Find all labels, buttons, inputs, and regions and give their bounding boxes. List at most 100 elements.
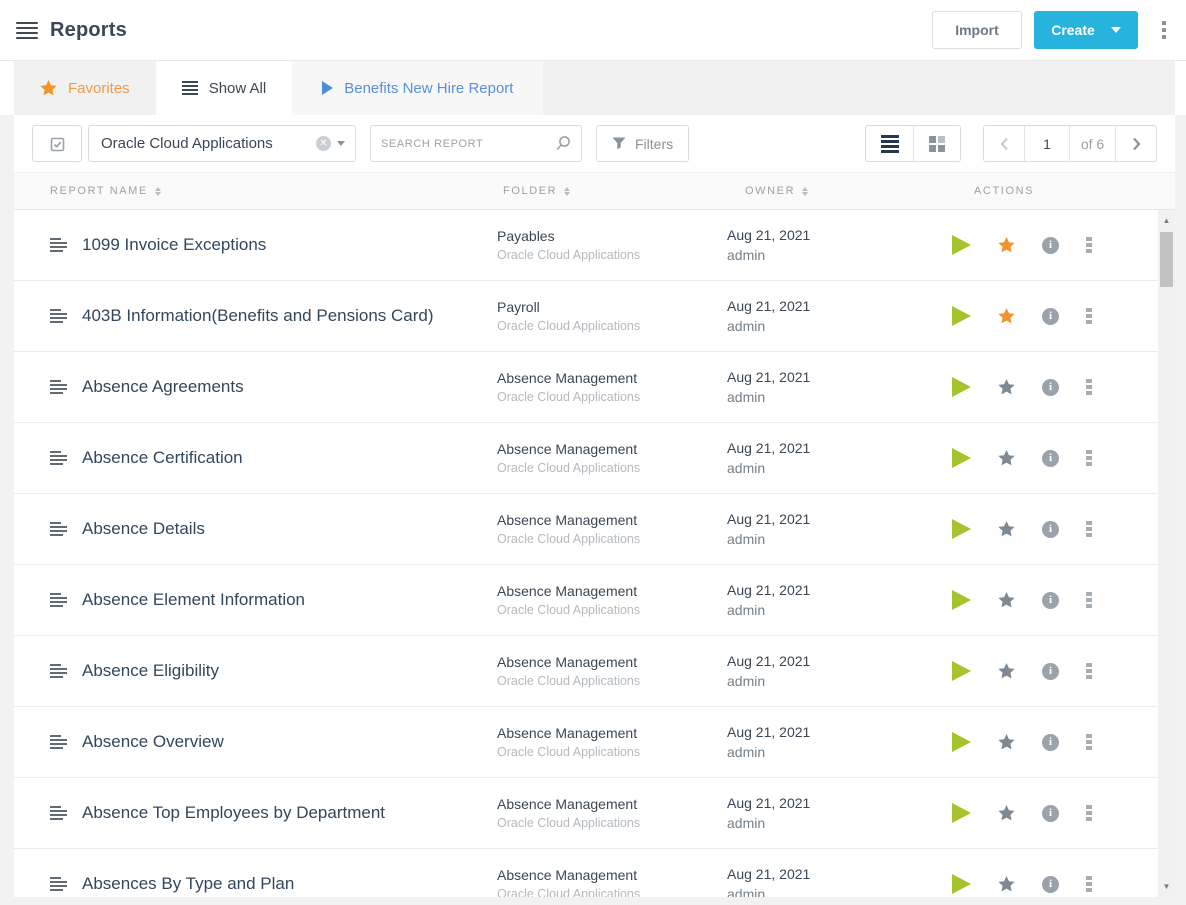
row-overflow-menu-icon[interactable] xyxy=(1086,734,1092,750)
report-name-link[interactable]: Absence Details xyxy=(82,519,205,539)
sort-icon xyxy=(155,187,161,196)
run-report-button[interactable] xyxy=(952,306,971,326)
run-report-button[interactable] xyxy=(952,803,971,823)
row-overflow-menu-icon[interactable] xyxy=(1086,237,1092,253)
favorite-star-icon[interactable] xyxy=(998,734,1015,750)
play-icon xyxy=(952,448,971,468)
row-overflow-menu-icon[interactable] xyxy=(1086,876,1092,892)
info-button[interactable]: i xyxy=(1042,237,1059,254)
report-name-link[interactable]: 1099 Invoice Exceptions xyxy=(82,235,266,255)
scrollbar-thumb[interactable] xyxy=(1160,232,1173,287)
row-overflow-menu-icon[interactable] xyxy=(1086,450,1092,466)
folder-parent: Oracle Cloud Applications xyxy=(497,248,727,262)
column-header-report-name[interactable]: REPORT NAME xyxy=(50,185,497,197)
info-button[interactable]: i xyxy=(1042,805,1059,822)
play-icon xyxy=(952,519,971,539)
info-button[interactable]: i xyxy=(1042,450,1059,467)
row-overflow-menu-icon[interactable] xyxy=(1086,663,1092,679)
scrollbar[interactable]: ▲ ▼ xyxy=(1158,210,1175,897)
tab-strip: Favorites Show All Benefits New Hire Rep… xyxy=(14,61,1175,115)
run-report-button[interactable] xyxy=(952,377,971,397)
actions-cell: i xyxy=(952,803,1175,823)
row-overflow-menu-icon[interactable] xyxy=(1086,805,1092,821)
folder-parent: Oracle Cloud Applications xyxy=(497,461,727,475)
owner-cell: Aug 21, 2021 admin xyxy=(727,369,952,405)
report-date: Aug 21, 2021 xyxy=(727,795,952,811)
info-button[interactable]: i xyxy=(1042,663,1059,680)
report-name-link[interactable]: 403B Information(Benefits and Pensions C… xyxy=(82,306,434,326)
favorite-star-icon[interactable] xyxy=(998,450,1015,466)
page-count-label: of 6 xyxy=(1070,126,1116,161)
import-button[interactable]: Import xyxy=(932,11,1022,49)
report-name-link[interactable]: Absence Certification xyxy=(82,448,243,468)
header-overflow-menu-icon[interactable] xyxy=(1158,17,1170,43)
info-button[interactable]: i xyxy=(1042,379,1059,396)
tab-show-all-label: Show All xyxy=(209,80,267,97)
row-overflow-menu-icon[interactable] xyxy=(1086,592,1092,608)
folder-parent: Oracle Cloud Applications xyxy=(497,390,727,404)
report-name-link[interactable]: Absences By Type and Plan xyxy=(82,874,294,894)
tab-favorites[interactable]: Favorites xyxy=(14,61,156,115)
folder-filter-dropdown[interactable]: Oracle Cloud Applications ✕ xyxy=(88,125,356,162)
report-date: Aug 21, 2021 xyxy=(727,369,952,385)
report-name-cell: Absence Overview xyxy=(50,732,497,752)
search-icon[interactable] xyxy=(554,135,571,152)
report-name-link[interactable]: Absence Element Information xyxy=(82,590,305,610)
run-report-button[interactable] xyxy=(952,661,971,681)
chevron-down-icon[interactable] xyxy=(337,141,345,146)
tab-show-all[interactable]: Show All xyxy=(156,61,293,115)
run-report-button[interactable] xyxy=(952,874,971,894)
row-overflow-menu-icon[interactable] xyxy=(1086,521,1092,537)
filters-button[interactable]: Filters xyxy=(596,125,689,162)
column-header-owner[interactable]: OWNER xyxy=(727,185,952,197)
report-name-link[interactable]: Absence Overview xyxy=(82,732,224,752)
row-overflow-menu-icon[interactable] xyxy=(1086,308,1092,324)
report-name-link[interactable]: Absence Top Employees by Department xyxy=(82,803,385,823)
favorite-star-icon[interactable] xyxy=(998,379,1015,395)
run-report-button[interactable] xyxy=(952,590,971,610)
report-owner: admin xyxy=(727,531,952,547)
report-name-link[interactable]: Absence Agreements xyxy=(82,377,244,397)
grid-view-button[interactable] xyxy=(913,126,960,161)
info-button[interactable]: i xyxy=(1042,592,1059,609)
app-menu-icon[interactable] xyxy=(16,22,38,39)
folder-parent: Oracle Cloud Applications xyxy=(497,674,727,688)
prev-page-button[interactable] xyxy=(984,126,1024,161)
folder-parent: Oracle Cloud Applications xyxy=(497,532,727,546)
clear-filter-icon[interactable]: ✕ xyxy=(316,136,331,151)
run-report-button[interactable] xyxy=(952,235,971,255)
run-report-button[interactable] xyxy=(952,448,971,468)
favorite-star-icon[interactable] xyxy=(998,805,1015,821)
info-icon: i xyxy=(1042,876,1059,893)
run-report-button[interactable] xyxy=(952,519,971,539)
favorite-star-icon[interactable] xyxy=(998,592,1015,608)
scroll-down-icon[interactable]: ▼ xyxy=(1158,882,1175,891)
select-all-button[interactable] xyxy=(32,125,82,162)
page-number-input[interactable] xyxy=(1025,136,1069,152)
info-button[interactable]: i xyxy=(1042,521,1059,538)
folder-cell: Absence Management Oracle Cloud Applicat… xyxy=(497,583,727,617)
scroll-up-icon[interactable]: ▲ xyxy=(1158,216,1175,225)
favorite-star-icon[interactable] xyxy=(998,876,1015,892)
favorite-star-icon[interactable] xyxy=(998,237,1015,253)
folder-cell: Absence Management Oracle Cloud Applicat… xyxy=(497,441,727,475)
favorite-star-icon[interactable] xyxy=(998,521,1015,537)
info-icon: i xyxy=(1042,308,1059,325)
owner-cell: Aug 21, 2021 admin xyxy=(727,440,952,476)
next-page-button[interactable] xyxy=(1116,126,1156,161)
info-button[interactable]: i xyxy=(1042,308,1059,325)
row-overflow-menu-icon[interactable] xyxy=(1086,379,1092,395)
run-report-button[interactable] xyxy=(952,732,971,752)
search-input[interactable] xyxy=(381,138,554,150)
favorite-star-icon[interactable] xyxy=(998,663,1015,679)
report-name-link[interactable]: Absence Eligibility xyxy=(82,661,219,681)
report-lines-icon xyxy=(50,664,67,678)
info-button[interactable]: i xyxy=(1042,734,1059,751)
tab-open-report[interactable]: Benefits New Hire Report xyxy=(292,61,543,115)
favorite-star-icon[interactable] xyxy=(998,308,1015,324)
column-header-folder[interactable]: FOLDER xyxy=(497,185,727,197)
actions-cell: i xyxy=(952,732,1175,752)
info-button[interactable]: i xyxy=(1042,876,1059,893)
create-button[interactable]: Create xyxy=(1034,11,1138,49)
list-view-button[interactable] xyxy=(866,126,913,161)
